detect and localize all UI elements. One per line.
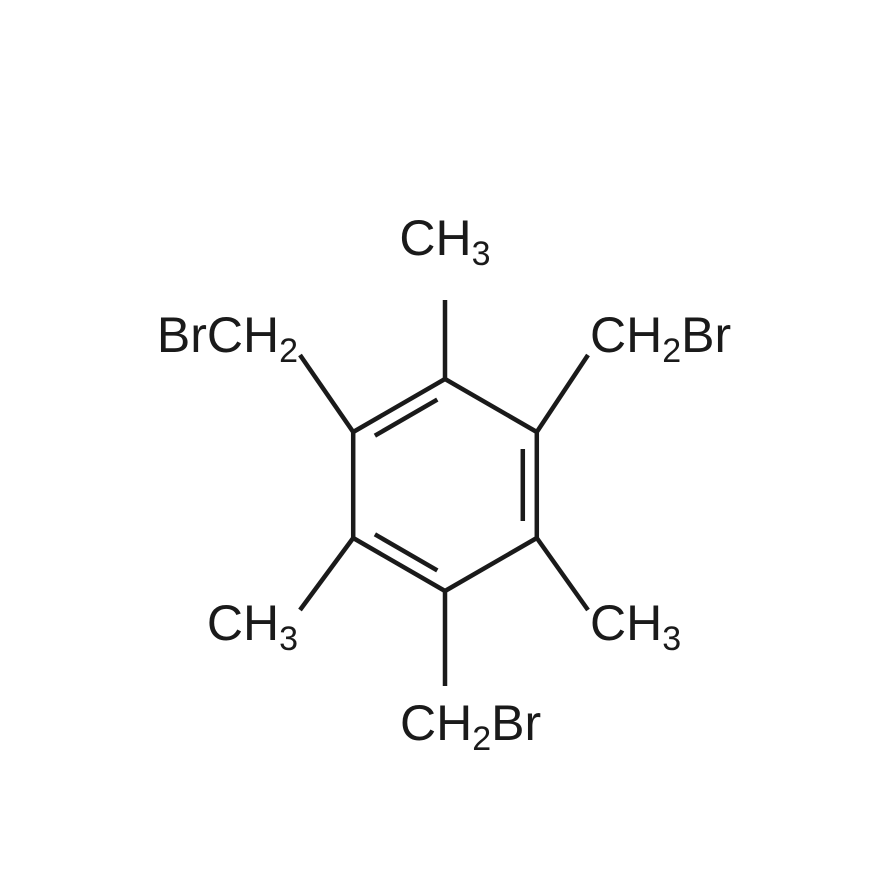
molecule-diagram: CH3 CH2Br CH3 CH2Br CH3 BrCH2 — [0, 0, 890, 890]
substituent-bond — [537, 538, 588, 610]
atom-label-bottom: CH2Br — [400, 695, 541, 758]
substituent-bond — [537, 355, 588, 432]
ring-bond — [445, 379, 537, 432]
substituent-bond — [300, 538, 353, 610]
atom-label-ll: CH3 — [207, 595, 298, 658]
substituent-bond — [300, 355, 353, 432]
ring-double-bond — [375, 400, 437, 436]
atom-label-ur: CH2Br — [590, 307, 731, 370]
atom-label-lr: CH3 — [590, 595, 681, 658]
atom-label-ul: BrCH2 — [157, 307, 298, 370]
atom-label-top: CH3 — [399, 210, 490, 273]
ring-bond — [445, 538, 537, 591]
ring-double-bond — [375, 534, 437, 570]
